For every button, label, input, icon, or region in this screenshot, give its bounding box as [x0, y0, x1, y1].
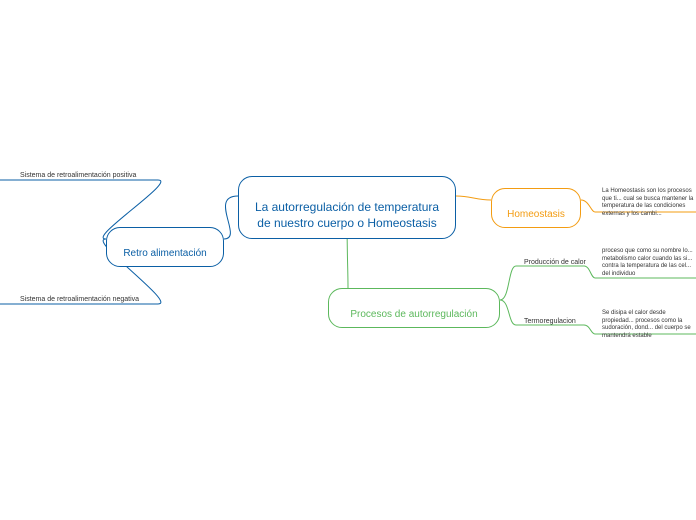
- produccion-calor-leaf[interactable]: Producción de calor: [524, 259, 586, 266]
- procesos-node[interactable]: Procesos de autorregulación: [328, 288, 500, 328]
- homeostasis-node[interactable]: Homeostasis: [491, 188, 581, 228]
- produccion-calor-description: proceso que como su nombre lo... metabol…: [602, 248, 696, 278]
- homeostasis-description: La Homeostasis son los procesos que ti..…: [602, 188, 696, 218]
- termoregulacion-description: Se disipa el calor desde propiedad... pr…: [602, 310, 696, 340]
- root-node[interactable]: La autorregulación de temperatura de nue…: [238, 176, 456, 239]
- termoregulacion-leaf[interactable]: Termoregulacion: [524, 318, 576, 325]
- retro-label: Retro alimentación: [123, 248, 206, 259]
- retro-node[interactable]: Retro alimentación: [106, 227, 224, 267]
- homeostasis-label: Homeostasis: [507, 209, 565, 220]
- retro-negativa-leaf[interactable]: Sistema de retroalimentación negativa: [20, 296, 139, 303]
- root-label: La autorregulación de temperatura de nue…: [255, 200, 439, 230]
- retro-positiva-leaf[interactable]: Sistema de retroalimentación positiva: [20, 172, 136, 179]
- procesos-label: Procesos de autorregulación: [350, 309, 477, 320]
